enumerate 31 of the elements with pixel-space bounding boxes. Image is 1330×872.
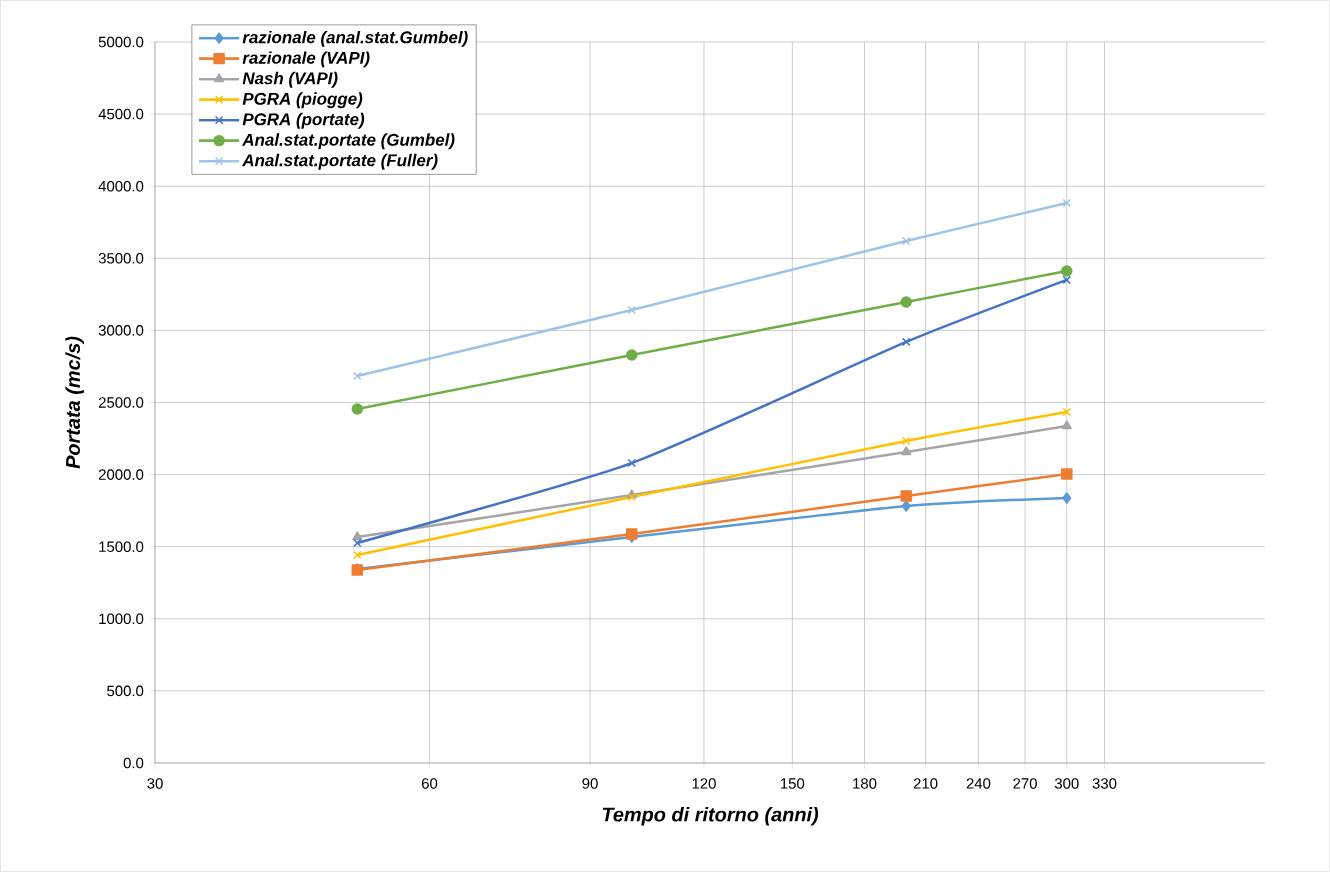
x-tick-label: 270 (1013, 778, 1037, 789)
y-tick-label: 1000.0 (99, 613, 144, 625)
x-tick-label: 210 (913, 778, 938, 789)
x-tick-label: 180 (853, 778, 877, 789)
x-tick-label: 90 (582, 778, 598, 789)
y-tick-label: 4000.0 (98, 180, 144, 192)
legend-label: Anal.stat.portate (Fuller) (242, 153, 438, 170)
x-tick-label: 60 (421, 778, 438, 789)
x-axis-title: Tempo di ritorno (anni) (602, 806, 819, 826)
x-tick-label: 300 (1054, 778, 1079, 789)
legend-label: Anal.stat.portate (Gumbel) (242, 133, 455, 150)
legend-label: razionale (VAPI) (242, 51, 370, 68)
legend-label: PGRA (portate) (242, 112, 365, 129)
y-tick-label: 2000.0 (98, 469, 144, 480)
x-tick-label: 120 (692, 778, 716, 789)
y-tick-label: 5000.0 (98, 36, 144, 48)
x-tick-label: 150 (780, 778, 805, 789)
y-tick-label: 3000.0 (98, 325, 144, 336)
y-tick-label: 500.0 (107, 685, 144, 697)
y-tick-label: 1500.0 (99, 541, 144, 552)
x-tick-label: 30 (147, 778, 163, 789)
y-tick-label: 0.0 (123, 757, 144, 769)
y-axis-title: Portata (mc/s) (65, 336, 84, 469)
y-tick-label: 3500.0 (98, 252, 144, 264)
legend-label: PGRA (piogge) (242, 92, 363, 109)
y-tick-label: 2500.0 (98, 397, 144, 408)
legend-label: Nash (VAPI) (242, 71, 338, 88)
legend-label: razionale (anal.stat.Gumbel) (242, 30, 468, 47)
x-tick-label: 330 (1092, 778, 1117, 789)
x-tick-label: 240 (966, 778, 991, 789)
y-tick-label: 4500.0 (98, 108, 144, 120)
